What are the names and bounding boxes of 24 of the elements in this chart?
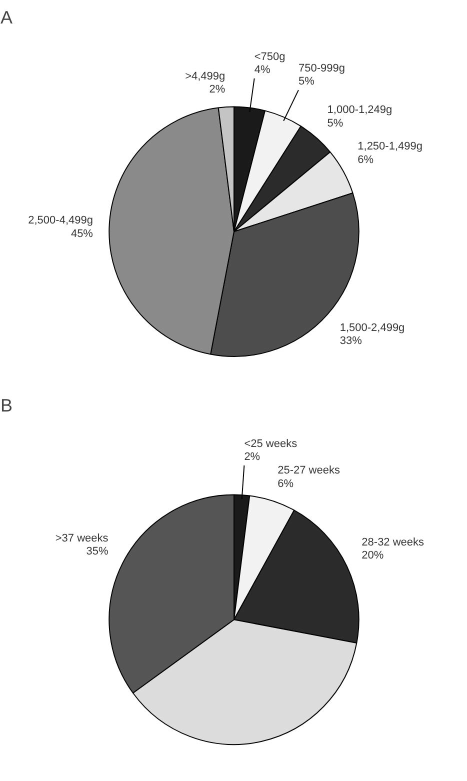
data-label: 6% [278, 478, 294, 490]
data-label: 33% [340, 335, 362, 347]
slice-label: 750-999g [298, 62, 345, 74]
slice-label: >4,499g [185, 70, 226, 82]
slice-label: 1,000-1,249g [327, 104, 392, 116]
data-label: 5% [327, 117, 344, 130]
chart-title: B [0, 396, 13, 416]
data-label: 5% [298, 76, 315, 88]
slice-label: <750g [254, 50, 286, 63]
chart-title: A [0, 8, 13, 28]
slice-label: 25-27 weeks [278, 464, 340, 477]
data-label: 4% [254, 64, 270, 76]
slice-label: 2,500-4,499g [28, 214, 93, 227]
data-label: 45% [70, 228, 94, 240]
slice-label: <25 weeks [244, 438, 298, 450]
slice-label: >37 weeks [55, 532, 109, 545]
slice-label: 28-32 weeks [362, 536, 425, 548]
data-label: 2% [209, 84, 226, 96]
data-label: 2% [244, 451, 260, 464]
slice-label: 1,250-1,499g [358, 140, 422, 153]
data-label: 20% [362, 550, 384, 562]
data-label: 6% [358, 154, 374, 166]
data-label: 35% [86, 546, 108, 558]
slice-label: 1,500-2,499g [340, 322, 405, 334]
